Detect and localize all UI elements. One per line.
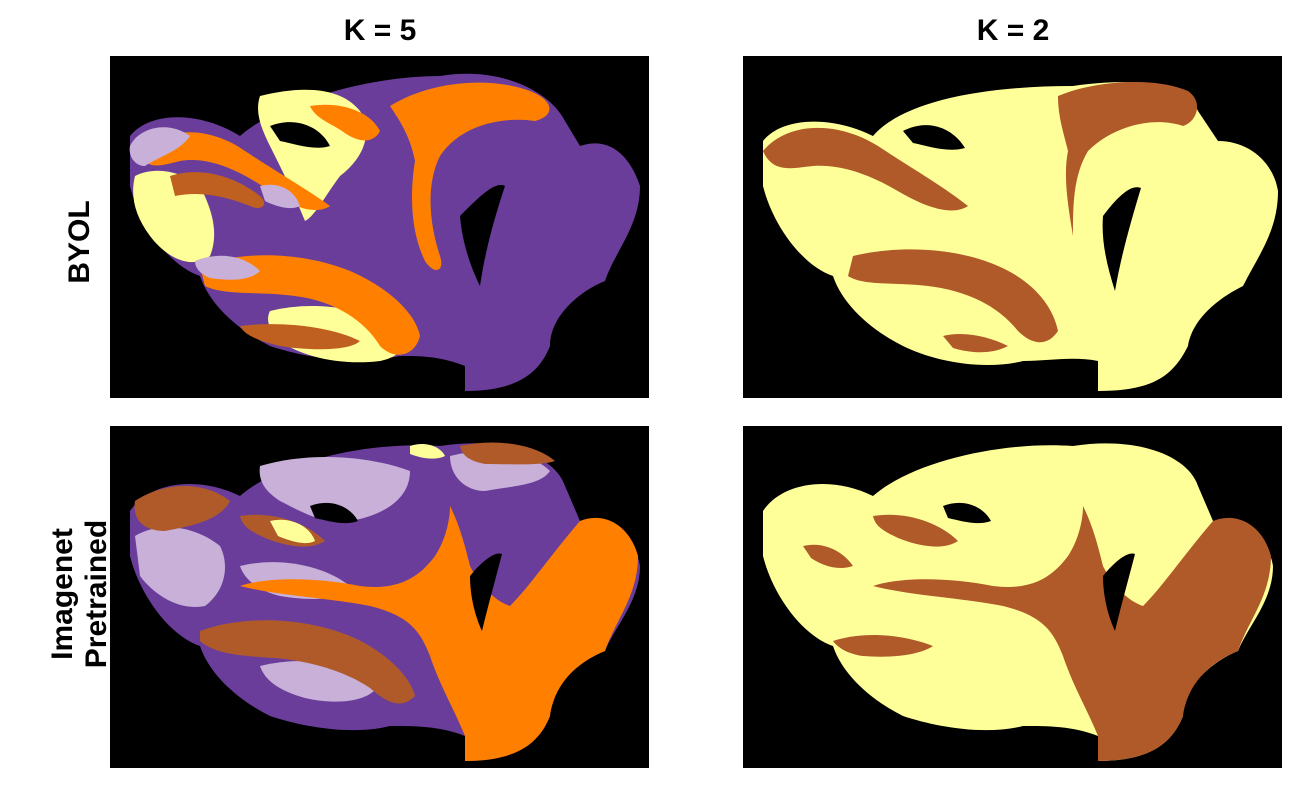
segmentation-imagenet-k5 <box>110 426 649 768</box>
row-title-imagenet-line2: Pretrained <box>80 519 113 669</box>
segmentation-imagenet-k2 <box>743 426 1282 768</box>
column-title-k2: K = 2 <box>976 14 1050 47</box>
column-title-k5: K = 5 <box>343 14 417 47</box>
row-title-imagenet-line1: Imagenet <box>46 528 79 660</box>
row-title-imagenet-pretrained: Imagenet Pretrained <box>46 484 114 704</box>
segmentation-byol-k5 <box>110 56 649 398</box>
row-title-byol-line: BYOL <box>63 200 96 284</box>
row-title-byol: BYOL <box>63 152 97 332</box>
segmentation-byol-k2 <box>743 56 1282 398</box>
